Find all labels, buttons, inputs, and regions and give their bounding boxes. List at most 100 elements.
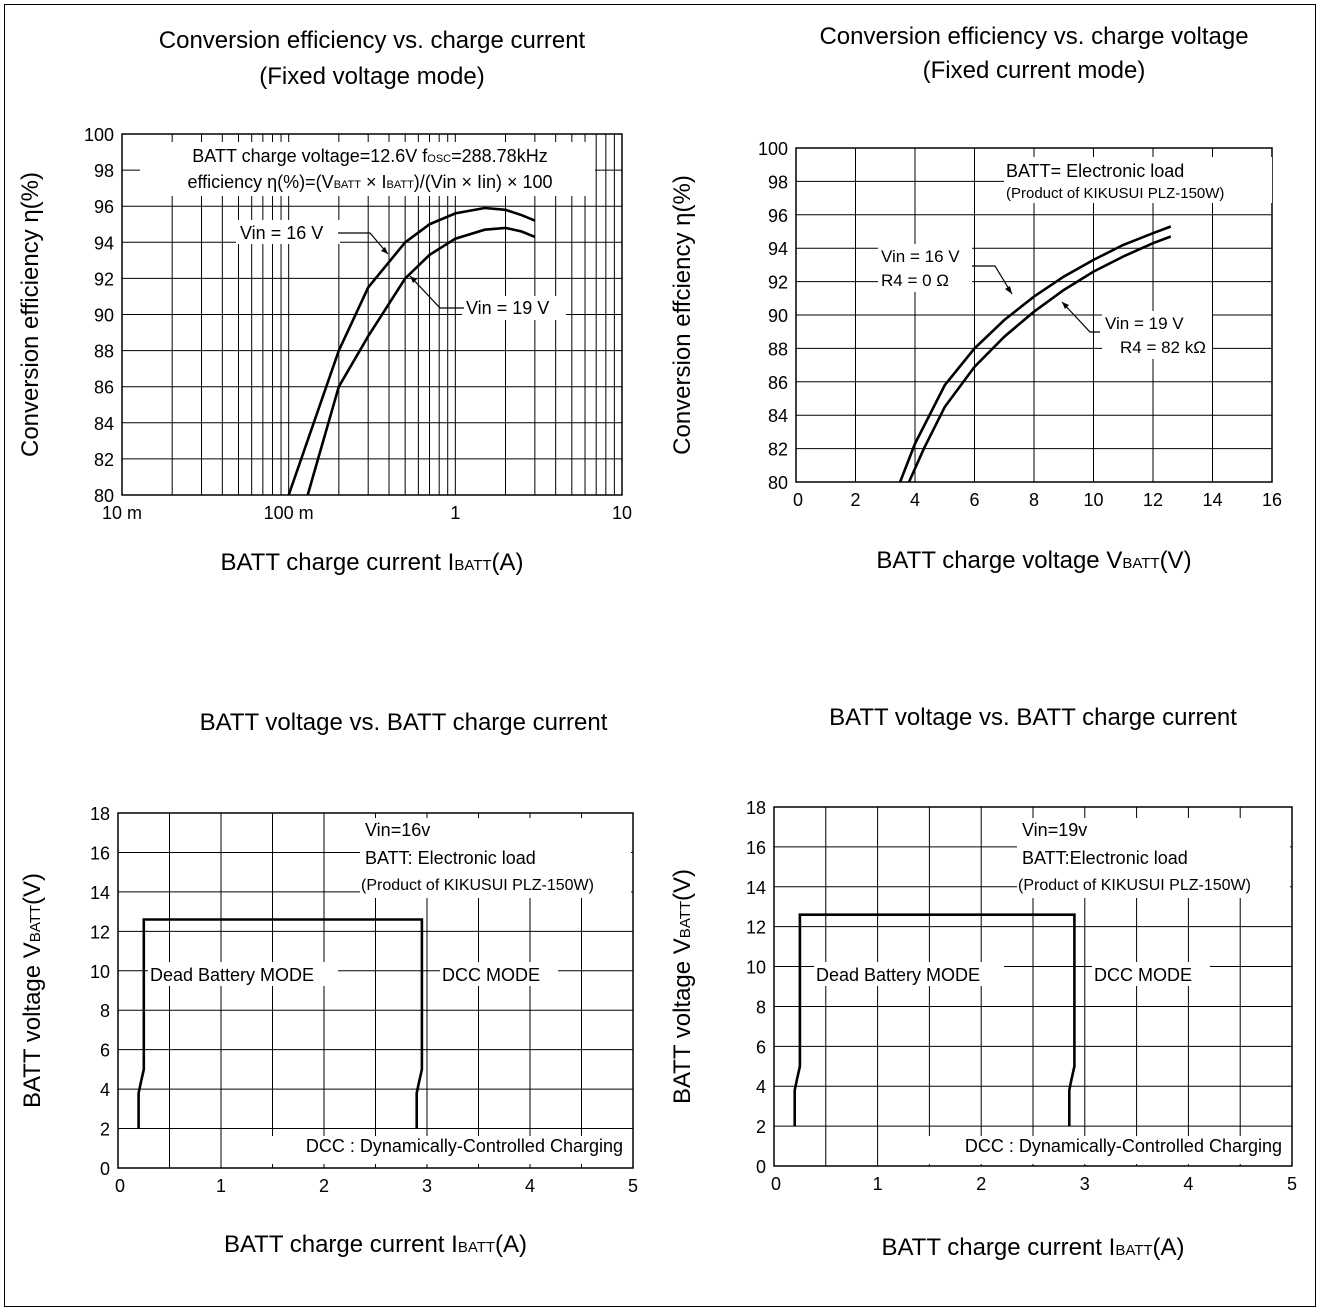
x-tick-label: 4 — [910, 490, 920, 510]
y-tick-label: 100 — [84, 125, 114, 145]
chart-note: (Product of KIKUSUI PLZ-150W) — [1006, 185, 1224, 202]
chart-title: BATT voltage vs. BATT charge current — [200, 709, 608, 736]
chart-3: BATT voltage vs. BATT charge current 0 2 4 6… — [19, 709, 638, 1258]
chart-note: Vin=19v — [1022, 820, 1087, 840]
x-tick-label: 1 — [873, 1174, 883, 1194]
y-tick-label: 18 — [746, 798, 766, 818]
y-tick-label: 16 — [746, 838, 766, 858]
callout-arrowhead — [1062, 302, 1069, 309]
chart-footnote: DCC : Dynamically-Controlled Charging — [306, 1136, 623, 1156]
y-tick-label: 4 — [756, 1077, 766, 1097]
plot-area — [117, 812, 634, 1169]
label-backing — [814, 962, 1004, 986]
y-tick-label: 94 — [768, 239, 788, 259]
figure-frame — [4, 4, 1316, 1307]
label-backing — [878, 244, 972, 292]
x-tick-label: 16 — [1262, 490, 1282, 510]
series-line-2 — [306, 226, 536, 496]
series-line-1 — [287, 206, 536, 496]
x-tick-label: 12 — [1143, 490, 1163, 510]
x-tick-label: 2 — [319, 1176, 329, 1196]
y-tick-label: 2 — [100, 1120, 110, 1140]
series-line-1 — [793, 913, 1076, 1127]
y-axis-label: Conversion effciency η(%) — [669, 175, 696, 455]
y-tick-label: 80 — [768, 473, 788, 493]
callout-leader — [972, 265, 1013, 295]
callout-leader — [1061, 301, 1100, 333]
plot-area — [773, 806, 1293, 1167]
y-tick-label: 96 — [768, 206, 788, 226]
y-tick-label: 82 — [94, 450, 114, 470]
label-backing — [255, 1136, 630, 1164]
callout-leader — [409, 275, 464, 309]
label-backing — [1017, 818, 1290, 898]
x-tick-label: 1 — [216, 1176, 226, 1196]
y-tick-label: 80 — [94, 486, 114, 506]
y-tick-label: 96 — [94, 197, 114, 217]
chart-note: Vin=16v — [365, 820, 430, 840]
chart-note: BATT charge voltage=12.6V fOSC=288.78kHz — [192, 146, 547, 166]
x-axis-label: BATT charge current IBATT(A) — [881, 1234, 1184, 1261]
callout-arrowhead — [410, 276, 417, 283]
callout-arrowhead — [381, 247, 388, 254]
chart-title: Conversion efficiency vs. charge current — [159, 27, 586, 54]
y-tick-label: 12 — [746, 918, 766, 938]
x-axis-label: BATT charge current IBATT(A) — [224, 1231, 527, 1258]
y-tick-label: 94 — [94, 233, 114, 253]
chart-note: (Product of KIKUSUI PLZ-150W) — [1018, 877, 1251, 894]
chart-title: Conversion efficiency vs. charge voltage — [819, 23, 1248, 50]
y-tick-label: 16 — [90, 843, 110, 863]
y-tick-label: 0 — [100, 1159, 110, 1179]
region-label: Dead Battery MODE — [816, 965, 980, 985]
series-label: Vin = 19 V — [466, 298, 549, 318]
label-backing — [140, 142, 595, 196]
x-tick-label: 4 — [1183, 1174, 1193, 1194]
label-backing — [1092, 962, 1210, 986]
chart-note: BATT: Electronic load — [365, 848, 536, 868]
y-tick-label: 6 — [100, 1041, 110, 1061]
region-label: DCC MODE — [1094, 965, 1192, 985]
x-tick-label: 10 — [1083, 490, 1103, 510]
x-tick-label: 10 m — [102, 503, 142, 523]
x-tick-label: 5 — [1287, 1174, 1297, 1194]
region-label: Dead Battery MODE — [150, 965, 314, 985]
x-tick-label: 0 — [793, 490, 803, 510]
chart-2: Conversion efficiency vs. charge voltage… — [669, 23, 1282, 574]
chart-footnote: DCC : Dynamically-Controlled Charging — [965, 1136, 1282, 1156]
callout-leader — [338, 232, 389, 255]
chart-1: Conversion efficiency vs. charge current… — [17, 27, 632, 576]
y-tick-label: 100 — [758, 139, 788, 159]
plot-area — [795, 147, 1273, 483]
series-label: Vin = 16 V — [240, 223, 323, 243]
x-tick-label: 2 — [850, 490, 860, 510]
chart-4: BATT voltage vs. BATT charge current 0 2 4 6… — [669, 704, 1297, 1261]
x-tick-label: 6 — [969, 490, 979, 510]
y-tick-label: 6 — [756, 1037, 766, 1057]
label-backing — [1004, 157, 1272, 203]
callout-arrowhead — [1005, 286, 1012, 294]
series-line-1 — [137, 918, 424, 1129]
y-axis-label: BATT voltage VBATT(V) — [669, 869, 696, 1104]
y-tick-label: 92 — [768, 273, 788, 293]
chart-subtitle: (Fixed current mode) — [923, 57, 1146, 84]
label-backing — [360, 818, 631, 898]
y-tick-label: 84 — [94, 414, 114, 434]
series-label: R4 = 0 Ω — [881, 271, 949, 290]
y-tick-label: 90 — [768, 306, 788, 326]
x-tick-label: 8 — [1029, 490, 1039, 510]
label-backing — [148, 962, 338, 986]
x-tick-label: 0 — [771, 1174, 781, 1194]
y-tick-label: 92 — [94, 269, 114, 289]
label-backing — [462, 296, 566, 320]
y-tick-label: 18 — [90, 804, 110, 824]
chart-note: (Product of KIKUSUI PLZ-150W) — [361, 877, 594, 894]
x-axis-label: BATT charge voltage VBATT(V) — [876, 547, 1191, 574]
x-tick-label: 5 — [628, 1176, 638, 1196]
region-label: DCC MODE — [442, 965, 540, 985]
y-tick-label: 10 — [90, 962, 110, 982]
y-tick-label: 82 — [768, 440, 788, 460]
chart-note: BATT:Electronic load — [1022, 848, 1188, 868]
x-tick-label: 2 — [976, 1174, 986, 1194]
y-tick-label: 90 — [94, 306, 114, 326]
chart-title: BATT voltage vs. BATT charge current — [829, 704, 1237, 731]
